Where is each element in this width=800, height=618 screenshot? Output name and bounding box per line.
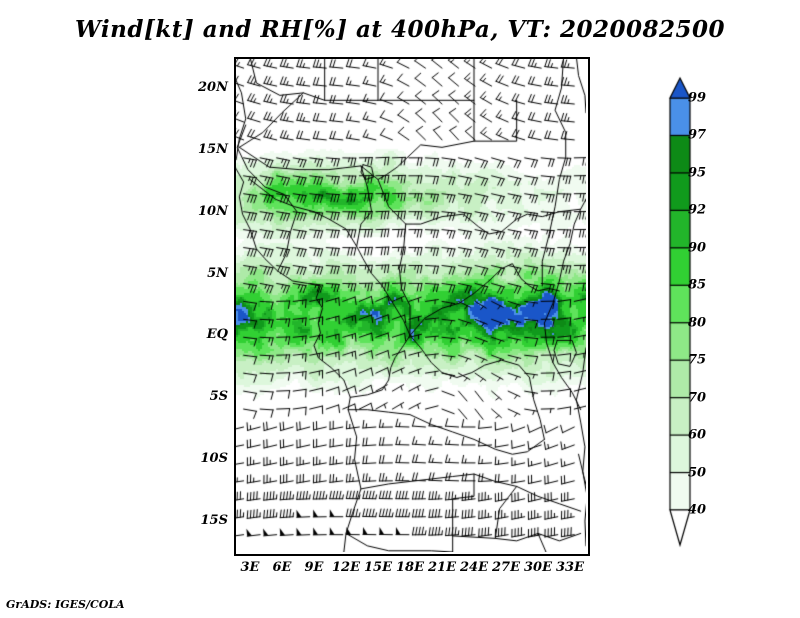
page-title: Wind[kt] and RH[%] at 400hPa, VT: 202008… [74,16,726,43]
colorbar-tick-label: 60 [688,427,707,443]
colorbar-tick-label: 99 [688,90,707,106]
x-tick-label: 15E [364,560,392,575]
colorbar-tick-label: 75 [688,352,707,368]
colorbar-tick-label: 70 [688,390,707,406]
x-tick-label: 30E [524,560,552,575]
colorbar-tick-label: 90 [688,240,707,256]
colorbar-tick-label: 97 [688,127,707,143]
x-tick-label: 27E [492,560,520,575]
y-tick-label: 10S [200,451,228,467]
x-tick-label: 21E [428,560,456,575]
x-tick-label: 18E [396,560,424,575]
x-tick-label: 3E [240,560,260,575]
y-axis-labels: 20N 15N 10N 5N EQ 5S 10S 15S [178,0,228,618]
colorbar-tick-label: 85 [688,277,707,293]
y-tick-label: 20N [198,79,228,95]
colorbar-tick-label: 50 [688,465,707,481]
colorbar: 40 50 60 70 75 80 85 90 92 95 97 99 [660,60,760,560]
x-tick-label: 33E [556,560,584,575]
footer-credit: GrADS: IGES/COLA [6,598,125,611]
colorbar-tick-label: 95 [688,165,707,181]
x-axis-labels: 3E 6E 9E 12E 15E 18E 21E 24E 27E 30E 33E [0,560,800,584]
colorbar-canvas [660,60,700,560]
colorbar-tick-label: 92 [688,202,707,218]
y-tick-label: 15N [198,141,228,157]
x-tick-label: 9E [304,560,324,575]
x-tick-label: 12E [332,560,360,575]
x-tick-label: 6E [272,560,292,575]
y-tick-label: 5S [209,389,228,405]
rh-wind-map-canvas [234,57,586,552]
colorbar-tick-label: 40 [688,502,707,518]
y-tick-label: 5N [207,265,228,281]
colorbar-tick-label: 80 [688,315,707,331]
y-tick-label: 10N [198,203,228,219]
y-tick-label: EQ [206,327,228,343]
x-tick-label: 24E [460,560,488,575]
y-tick-label: 15S [200,513,228,529]
